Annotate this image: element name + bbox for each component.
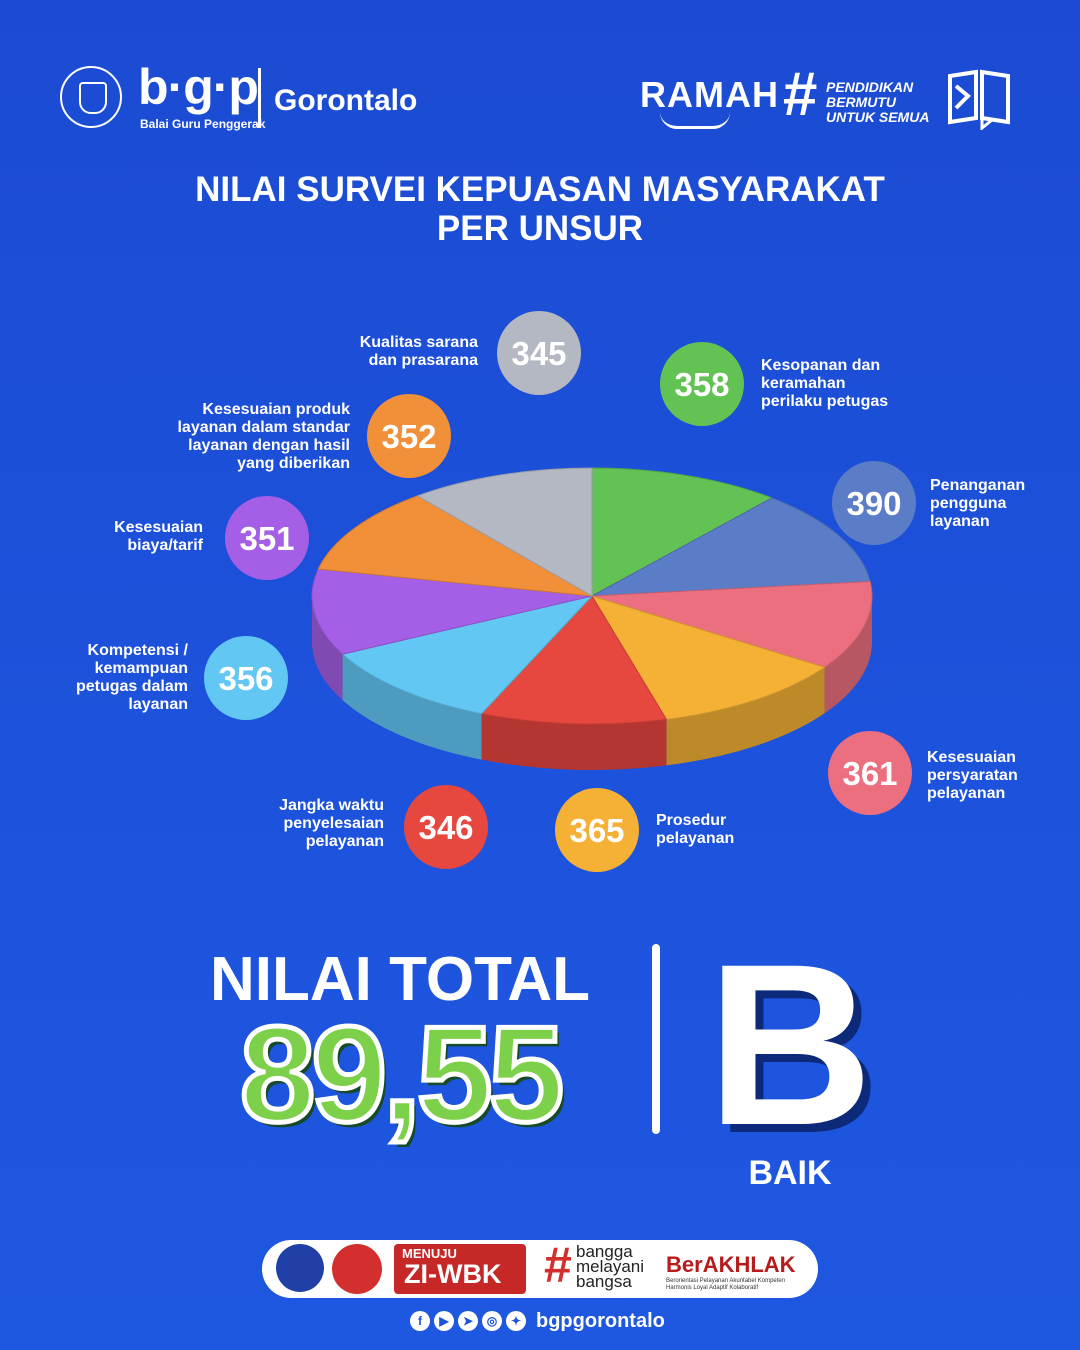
category-label-8-line-1: dan prasarana bbox=[369, 352, 478, 369]
value-bubble-1 bbox=[832, 461, 916, 545]
category-label-1-line-2: layanan bbox=[930, 513, 990, 530]
category-label-2-line-0: Kesesuaian bbox=[927, 749, 1016, 766]
value-label-5: 356 bbox=[218, 660, 273, 697]
value-label-1: 390 bbox=[846, 485, 901, 522]
pie-slice-5 bbox=[341, 595, 594, 715]
category-label-5-line-3: layanan bbox=[128, 696, 188, 713]
value-bubble-8 bbox=[497, 311, 581, 395]
category-label-0-line-0: Kesopanan dan bbox=[761, 357, 880, 374]
title-line-2: PER UNSUR bbox=[436, 209, 644, 248]
total-divider bbox=[652, 944, 660, 1134]
category-label-6-line-1: biaya/tarif bbox=[127, 537, 203, 554]
facebook-icon[interactable]: f bbox=[410, 1311, 430, 1331]
zi-wbk-top: MENUJU bbox=[402, 1246, 457, 1261]
hashtag-mark: # bbox=[782, 60, 817, 129]
category-label-5-line-0: Kompetensi / bbox=[88, 642, 189, 659]
pie-slice-8 bbox=[416, 467, 593, 597]
social-links: f ▶ ➤ ◎ ✦ bgpgorontalo bbox=[410, 1310, 665, 1332]
category-label-2-line-2: pelayanan bbox=[927, 785, 1005, 802]
pie-side-2 bbox=[824, 596, 872, 714]
book-icon bbox=[948, 69, 1010, 130]
value-label-4: 346 bbox=[418, 809, 473, 846]
region-name: Gorontalo bbox=[274, 84, 418, 117]
pie-slice-6 bbox=[311, 568, 593, 655]
pie-slice-7 bbox=[317, 495, 593, 597]
category-label-3-line-1: pelayanan bbox=[656, 830, 734, 847]
ramah-logo: RAMAH bbox=[640, 74, 779, 115]
berani-jujur-hebat-icon bbox=[332, 1244, 382, 1294]
category-label-2-line-1: persyaratan bbox=[927, 767, 1018, 784]
value-label-0: 358 bbox=[674, 366, 729, 403]
category-label-4-line-2: pelayanan bbox=[306, 833, 384, 850]
zi-wbk-badge: MENUJU ZI-WBK bbox=[394, 1244, 526, 1294]
category-label-8-line-0: Kualitas sarana bbox=[360, 334, 478, 351]
zi-wbk-main: ZI-WBK bbox=[404, 1259, 502, 1289]
bangga-melayani-bangsa-logo: # bangga melayani bangsa bbox=[544, 1237, 656, 1294]
grade-label: BAIK bbox=[748, 1154, 832, 1192]
category-label-4-line-1: penyelesaian bbox=[284, 815, 385, 832]
category-label-6-line-0: Kesesuaian bbox=[114, 519, 203, 536]
category-label-5-line-2: petugas dalam bbox=[76, 678, 188, 695]
berakhlak-subtitle: Berorientasi Pelayanan Akuntabel Kompete… bbox=[666, 1278, 786, 1291]
twitter-icon[interactable]: ✦ bbox=[506, 1311, 526, 1331]
value-bubble-5 bbox=[204, 636, 288, 720]
category-label-7-line-3: yang diberikan bbox=[237, 455, 350, 472]
pie-side-5 bbox=[342, 654, 482, 760]
value-bubble-2 bbox=[828, 731, 912, 815]
category-label-5-line-1: kemampuan bbox=[95, 660, 188, 677]
category-label-7-line-2: layanan dengan hasil bbox=[188, 437, 350, 454]
value-label-8: 345 bbox=[511, 335, 566, 372]
category-label-7-line-1: layanan dalam standar bbox=[177, 419, 350, 436]
category-label-0-line-1: keramahan bbox=[761, 375, 846, 392]
pie-side-3 bbox=[666, 667, 825, 766]
category-label-4-line-0: Jangka waktu bbox=[279, 797, 384, 814]
bgp-logo: b·g·p bbox=[138, 59, 259, 115]
bgp-logo-subtitle: Balai Guru Penggerak bbox=[140, 117, 266, 131]
category-label-1-line-1: pengguna bbox=[930, 495, 1007, 512]
berakhlak-logo: BerAKHLAK Berorientasi Pelayanan Akuntab… bbox=[664, 1244, 804, 1294]
bangga-text: bangga melayani bangsa bbox=[576, 1242, 645, 1291]
grade-letter: B bbox=[706, 916, 874, 1173]
instagram-icon[interactable]: ◎ bbox=[482, 1311, 502, 1331]
ramah-smile-icon bbox=[660, 112, 730, 129]
bangga-hash: # bbox=[544, 1237, 572, 1293]
youtube-icon[interactable]: ▶ bbox=[434, 1311, 454, 1331]
pie-side-6 bbox=[312, 596, 343, 701]
title-line-1: NILAI SURVEI KEPUASAN MASYARAKAT bbox=[195, 170, 885, 209]
value-label-2: 361 bbox=[842, 755, 897, 792]
pie-slice-2 bbox=[591, 581, 873, 668]
total-value: 89,55 bbox=[237, 997, 566, 1151]
value-bubble-7 bbox=[367, 394, 451, 478]
category-label-0-line-2: perilaku petugas bbox=[761, 393, 888, 410]
pie-side-4 bbox=[481, 713, 667, 770]
total-label: NILAI TOTAL bbox=[210, 945, 590, 1014]
pie-slice-4 bbox=[480, 595, 668, 725]
telegram-icon[interactable]: ➤ bbox=[458, 1311, 478, 1331]
page-title: NILAI SURVEI KEPUASAN MASYARAKAT PER UNS… bbox=[0, 170, 1080, 248]
category-label-7-line-0: Kesesuaian produk bbox=[202, 401, 350, 418]
value-bubble-4 bbox=[404, 785, 488, 869]
header-divider bbox=[258, 68, 261, 128]
value-bubble-3 bbox=[555, 788, 639, 872]
category-label-3-line-0: Prosedur bbox=[656, 812, 726, 829]
pie-slice-1 bbox=[591, 497, 871, 597]
social-handle[interactable]: bgpgorontalo bbox=[536, 1309, 665, 1332]
category-label-1-line-0: Penanganan bbox=[930, 477, 1025, 494]
tagline: PENDIDIKAN BERMUTU UNTUK SEMUA bbox=[826, 79, 930, 125]
value-bubble-0 bbox=[660, 342, 744, 426]
value-bubble-6 bbox=[225, 496, 309, 580]
tut-wuri-handayani-emblem bbox=[60, 66, 122, 128]
value-label-3: 365 bbox=[569, 812, 624, 849]
berakhlak-title: BerAKHLAK bbox=[666, 1252, 796, 1277]
zi-wbk-seal-icon bbox=[276, 1244, 324, 1292]
value-label-6: 351 bbox=[239, 520, 294, 557]
pie-slice-0 bbox=[591, 467, 774, 597]
pie-slice-3 bbox=[590, 595, 826, 720]
value-label-7: 352 bbox=[381, 418, 436, 455]
